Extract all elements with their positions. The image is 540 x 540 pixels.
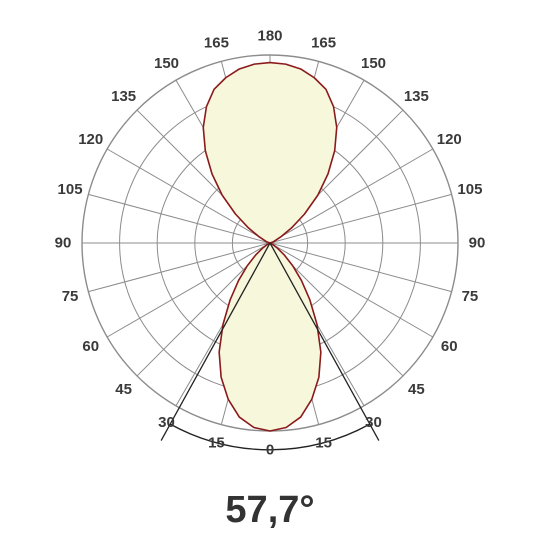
angle_ticks_left-150: 150 [154,55,179,72]
angle-tick-labels: 0 15 30 45 60 75 90 105 120 135 150 165 180 15 30 45 60 7… [55,28,486,459]
angle_ticks_right-150: 150 [361,55,386,72]
angle_ticks_left-0: 0 [266,442,274,459]
angle_ticks_left-135: 135 [111,88,136,105]
beam-line-right [269,242,380,441]
intensity-lobe [218,242,322,432]
angle_ticks_right-120: 120 [437,131,462,148]
angle_ticks_right-60: 60 [441,338,458,355]
angle_ticks_left-15: 15 [208,434,225,451]
angle_ticks_left-180: 180 [257,28,282,45]
angle_ticks_right-75: 75 [462,288,479,305]
angle_ticks_left-165: 165 [204,35,229,52]
angle_ticks_right-45: 45 [408,381,425,398]
beam-angle-label: 57,7° [225,489,315,531]
angle_ticks_right-90: 90 [469,235,486,252]
angle_ticks_left-45: 45 [115,381,132,398]
angle_ticks_right-30: 30 [365,414,382,431]
luminous-intensity-curve [202,61,338,432]
angle_ticks_right-15: 15 [315,434,332,451]
beam-line-left [160,242,271,441]
angle_ticks_right-165: 165 [311,35,336,52]
angle_ticks_right-105: 105 [457,181,482,198]
angle_ticks_left-60: 60 [82,338,99,355]
angle_ticks_left-90: 90 [55,235,72,252]
angle_ticks_left-75: 75 [62,288,79,305]
angle_ticks_left-105: 105 [58,181,83,198]
angle_ticks_left-120: 120 [78,131,103,148]
beam-arc [169,423,371,451]
angle_ticks_right-135: 135 [404,88,429,105]
beam-angle-indicator [160,242,380,451]
angle_ticks_left-30: 30 [158,414,175,431]
